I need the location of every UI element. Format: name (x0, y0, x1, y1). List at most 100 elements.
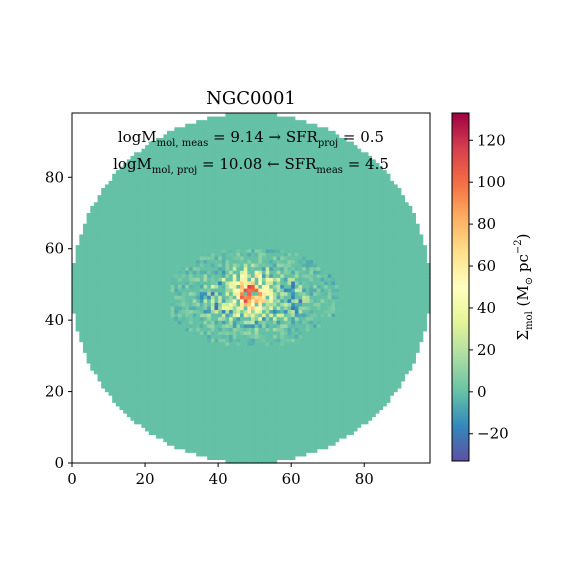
heatmap-cell (419, 309, 424, 314)
heatmap-cell (415, 341, 420, 346)
heatmap-cell (272, 323, 278, 328)
heatmap-cell (137, 309, 143, 314)
heatmap-cell (313, 388, 318, 393)
heatmap-cell (185, 302, 190, 307)
heatmap-cell (404, 355, 409, 361)
heatmap-cell (207, 430, 212, 436)
heatmap-cell (335, 320, 340, 325)
heatmap-cell (166, 316, 172, 321)
heatmap-cell (265, 338, 270, 343)
heatmap-cell (251, 241, 256, 246)
heatmap-cell (170, 320, 175, 325)
heatmap-cell (166, 327, 172, 332)
heatmap-cell (382, 263, 387, 268)
heatmap-cell (210, 402, 216, 407)
heatmap-cell (196, 430, 201, 436)
heatmap-cell (247, 330, 252, 336)
heatmap-cell (345, 359, 351, 364)
heatmap-cell (375, 298, 380, 303)
heatmap-cell (108, 259, 113, 264)
heatmap-cell (221, 288, 227, 293)
heatmap-cell (313, 402, 318, 407)
heatmap-cell (148, 327, 153, 332)
heatmap-cell (90, 338, 95, 343)
heatmap-cell (152, 409, 157, 414)
heatmap-cell (199, 423, 205, 428)
heatmap-cell (397, 366, 402, 371)
heatmap-cell (97, 291, 102, 296)
heatmap-cell (389, 298, 395, 303)
heatmap-cell (261, 405, 267, 411)
heatmap-cell (196, 284, 201, 289)
heatmap-cell (236, 277, 241, 282)
heatmap-cell (356, 377, 362, 382)
heatmap-cell (210, 280, 216, 286)
heatmap-cell (137, 277, 143, 282)
heatmap-cell (225, 284, 230, 289)
heatmap-cell (93, 338, 99, 343)
heatmap-cell (316, 284, 322, 289)
heatmap-cell (90, 295, 95, 300)
heatmap-cell (265, 259, 270, 264)
heatmap-cell (408, 288, 413, 293)
heatmap-cell (324, 320, 329, 325)
heatmap-cell (141, 405, 146, 411)
heatmap-cell (170, 409, 175, 414)
heatmap-cell (243, 302, 248, 307)
heatmap-cell (247, 409, 252, 414)
heatmap-cell (426, 273, 431, 278)
heatmap-cell (302, 320, 307, 325)
heatmap-cell (199, 334, 205, 339)
heatmap-cell (181, 330, 186, 336)
heatmap-cell (331, 441, 336, 446)
heatmap-cell (236, 416, 241, 421)
heatmap-cell (408, 320, 413, 325)
heatmap-cell (188, 384, 194, 389)
heatmap-cell (349, 413, 354, 418)
heatmap-cell (254, 270, 259, 275)
heatmap-cell (272, 441, 278, 446)
heatmap-cell (97, 348, 102, 353)
heatmap-cell (159, 259, 164, 264)
heatmap-cell (371, 373, 376, 378)
heatmap-cell (353, 245, 358, 250)
heatmap-cell (298, 323, 303, 328)
heatmap-cell (123, 384, 128, 389)
heatmap-cell (324, 277, 329, 282)
heatmap-cell (397, 266, 402, 271)
heatmap-cell (283, 398, 289, 403)
heatmap-cell (225, 359, 230, 364)
heatmap-cell (218, 277, 223, 282)
heatmap-cell (203, 270, 208, 275)
heatmap-cell (422, 263, 427, 268)
heatmap-cell (389, 277, 395, 282)
heatmap-cell (291, 448, 296, 453)
heatmap-cell (269, 398, 274, 403)
heatmap-cell (298, 277, 303, 282)
heatmap-cell (203, 273, 208, 278)
heatmap-cell (152, 384, 157, 389)
heatmap-cell (382, 284, 387, 289)
heatmap-cell (261, 427, 267, 432)
heatmap-cell (196, 391, 201, 396)
heatmap-cell (353, 352, 358, 357)
heatmap-cell (280, 355, 285, 361)
heatmap-cell (115, 377, 121, 382)
heatmap-cell (177, 320, 183, 325)
heatmap-cell (261, 341, 267, 346)
heatmap-cell (112, 248, 117, 253)
heatmap-cell (331, 248, 336, 253)
heatmap-cell (389, 295, 395, 300)
heatmap-cell (236, 395, 241, 400)
heatmap-cell (272, 302, 278, 307)
heatmap-cell (298, 395, 303, 400)
heatmap-cell (148, 423, 153, 428)
heatmap-cell (218, 363, 223, 368)
heatmap-cell (141, 291, 146, 296)
heatmap-cell (232, 395, 237, 400)
heatmap-cell (280, 248, 285, 253)
heatmap-cell (254, 420, 259, 425)
heatmap-cell (214, 377, 219, 382)
heatmap-cell (287, 245, 292, 250)
heatmap-cell (112, 295, 117, 300)
